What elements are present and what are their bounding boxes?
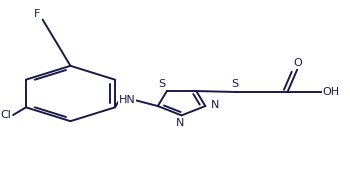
- Text: HN: HN: [119, 95, 135, 105]
- Text: S: S: [231, 79, 239, 89]
- Text: F: F: [34, 9, 41, 19]
- Text: N: N: [176, 118, 184, 128]
- Text: OH: OH: [322, 87, 340, 97]
- Text: O: O: [294, 58, 302, 68]
- Text: S: S: [158, 79, 165, 89]
- Text: N: N: [211, 100, 219, 110]
- Text: Cl: Cl: [1, 110, 12, 120]
